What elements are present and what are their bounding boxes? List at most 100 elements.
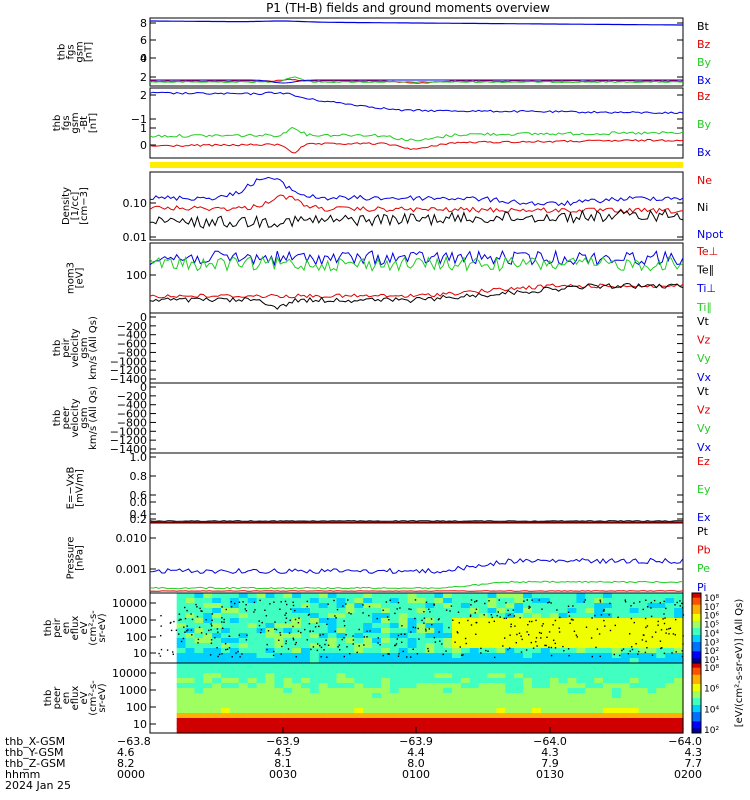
- spec-speckle: [368, 605, 371, 608]
- spec-cell: [381, 668, 391, 674]
- spec-speckle: [208, 629, 210, 632]
- spec-cell: [221, 703, 231, 709]
- x-tick-label: 4.3: [541, 746, 559, 759]
- spec-speckle: [567, 648, 570, 650]
- spec-cell: [523, 638, 533, 644]
- spec-cell: [452, 613, 462, 619]
- spec-cell: [576, 593, 586, 599]
- spec-cell: [638, 713, 649, 719]
- spec-cell: [327, 593, 338, 599]
- spec-cell: [292, 653, 302, 659]
- colorbar-label: 10⁷: [704, 603, 719, 613]
- spec-cell: [443, 723, 453, 729]
- spec-cell: [318, 638, 329, 644]
- spec-cell: [292, 718, 302, 724]
- spec-cell: [656, 693, 666, 699]
- spec-cell: [283, 698, 293, 704]
- spec-cell: [221, 663, 231, 669]
- spec-cell: [540, 698, 551, 704]
- spec-cell: [283, 728, 293, 734]
- spec-cell: [656, 608, 666, 614]
- spec-cell: [372, 653, 382, 659]
- spec-speckle: [425, 628, 427, 630]
- spec-cell: [469, 683, 480, 689]
- spec-speckle: [348, 612, 350, 614]
- spec-cell: [309, 663, 320, 669]
- spec-cell: [372, 703, 382, 709]
- panel-frame: [149, 87, 684, 159]
- spec-cell: [381, 593, 391, 599]
- spec-speckle: [190, 629, 193, 631]
- spec-speckle: [184, 617, 187, 620]
- spec-speckle: [404, 633, 406, 635]
- y-tick-label: −1200: [110, 434, 147, 447]
- spec-cell: [549, 698, 560, 704]
- spec-cell: [674, 648, 684, 654]
- spec-cell: [381, 673, 391, 679]
- spec-cell: [425, 663, 435, 669]
- y-axis-label: thb: [43, 690, 54, 707]
- spec-speckle: [671, 652, 673, 654]
- spec-cell: [523, 623, 533, 629]
- spec-cell: [247, 668, 258, 674]
- spec-cell: [327, 613, 338, 619]
- spec-cell: [460, 663, 471, 669]
- spec-cell: [265, 723, 275, 729]
- spec-speckle: [401, 641, 403, 643]
- spec-speckle: [421, 619, 423, 622]
- spec-cell: [496, 663, 506, 669]
- spec-cell: [407, 663, 418, 669]
- spec-speckle: [221, 606, 223, 608]
- spec-speckle: [487, 650, 489, 652]
- spec-cell: [301, 708, 311, 714]
- spec-cell: [620, 723, 631, 729]
- spec-cell: [558, 708, 569, 714]
- spec-cell: [318, 593, 329, 599]
- spec-speckle: [509, 613, 511, 616]
- spec-cell: [389, 638, 400, 644]
- spec-cell: [398, 708, 409, 714]
- y-axis-label: km/s (All Qs): [88, 386, 99, 450]
- spec-speckle: [242, 601, 244, 603]
- spec-cell: [212, 658, 222, 664]
- spec-cell: [327, 713, 338, 719]
- spec-cell: [327, 603, 338, 609]
- spec-cell: [496, 668, 506, 674]
- spec-cell: [416, 668, 426, 674]
- spec-cell: [185, 658, 195, 664]
- spec-speckle: [665, 632, 667, 634]
- spec-speckle: [454, 641, 456, 643]
- spec-speckle: [406, 656, 408, 658]
- spec-cell: [389, 698, 400, 704]
- y-tick-label: 0: [140, 139, 147, 152]
- spec-cell: [514, 673, 524, 679]
- spec-cell: [274, 593, 284, 599]
- colorbar-cell: [692, 593, 701, 596]
- spec-cell: [238, 703, 249, 709]
- spec-cell: [523, 723, 533, 729]
- spec-cell: [247, 688, 258, 694]
- spec-cell: [540, 703, 551, 709]
- spec-cell: [229, 628, 240, 634]
- spec-cell: [327, 718, 338, 724]
- y-tick-label: 0.4: [130, 508, 148, 521]
- y-axis-label: peer: [52, 686, 63, 710]
- spec-cell: [647, 668, 657, 674]
- spec-speckle: [308, 623, 311, 625]
- spec-cell: [185, 683, 195, 689]
- spec-cell: [469, 643, 480, 649]
- colorbar-cell: [692, 628, 701, 631]
- spec-cell: [620, 618, 631, 624]
- spec-speckle: [544, 644, 546, 647]
- spec-cell: [452, 608, 462, 614]
- spec-cell: [665, 703, 675, 709]
- spec-cell: [505, 613, 515, 619]
- spec-cell: [407, 603, 418, 609]
- spec-speckle: [342, 605, 344, 607]
- spec-speckle: [475, 633, 477, 635]
- spec-speckle: [585, 626, 588, 628]
- spec-cell: [629, 683, 640, 689]
- flag-bar: [150, 162, 683, 168]
- spec-cell: [487, 593, 498, 599]
- spec-cell: [478, 598, 489, 604]
